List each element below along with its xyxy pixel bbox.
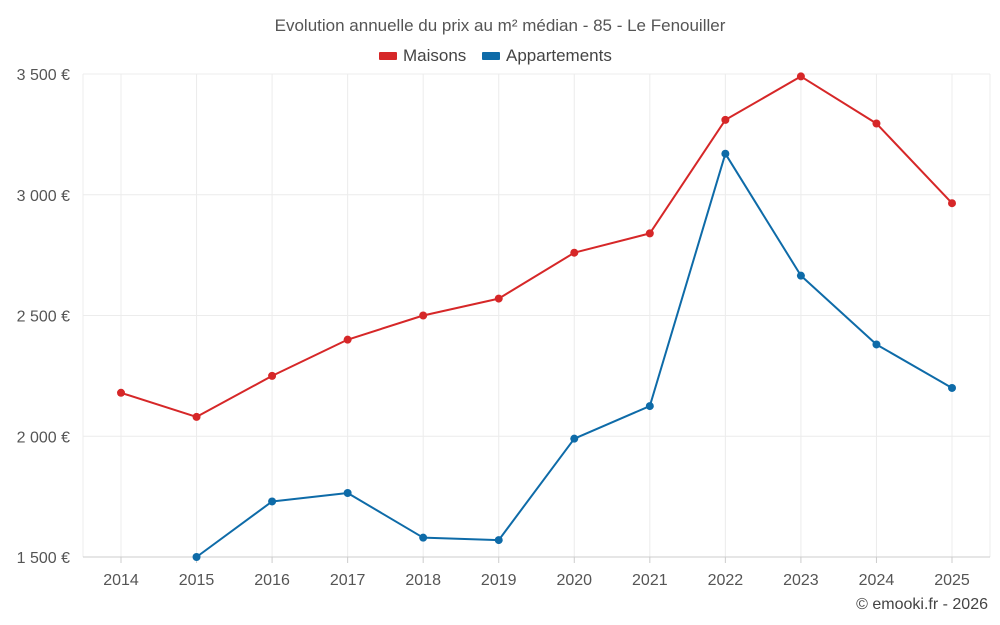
series bbox=[117, 72, 956, 561]
x-tick-label: 2017 bbox=[330, 572, 366, 589]
chart-title: Evolution annuelle du prix au m² médian … bbox=[275, 16, 726, 35]
data-point-appartements-2024[interactable] bbox=[872, 340, 881, 349]
legend-item-appartements[interactable]: Appartements bbox=[482, 46, 612, 65]
legend: Maisons Appartements bbox=[379, 46, 612, 65]
data-point-appartements-2020[interactable] bbox=[570, 434, 579, 443]
x-tick-label: 2022 bbox=[708, 572, 744, 589]
data-point-maisons-2021[interactable] bbox=[645, 229, 654, 238]
data-point-maisons-2025[interactable] bbox=[948, 199, 956, 208]
x-tick-label: 2020 bbox=[556, 572, 592, 589]
legend-swatch-appartements bbox=[482, 52, 500, 60]
legend-swatch-maisons bbox=[379, 52, 397, 60]
x-tick-label: 2024 bbox=[859, 572, 895, 589]
data-point-maisons-2014[interactable] bbox=[117, 388, 125, 397]
gridlines bbox=[82, 73, 991, 557]
data-point-appartements-2022[interactable] bbox=[721, 149, 730, 158]
data-point-appartements-2023[interactable] bbox=[796, 271, 805, 280]
series-line-maisons bbox=[120, 75, 953, 418]
x-tick-label: 2014 bbox=[103, 572, 139, 589]
data-point-appartements-2018[interactable] bbox=[419, 533, 428, 542]
legend-label-maisons: Maisons bbox=[403, 46, 466, 65]
x-tick-label: 2019 bbox=[481, 572, 517, 589]
x-tick-label: 2016 bbox=[254, 572, 290, 589]
legend-item-maisons[interactable]: Maisons bbox=[379, 46, 466, 65]
data-point-appartements-2015[interactable] bbox=[192, 553, 201, 561]
data-point-appartements-2019[interactable] bbox=[494, 536, 503, 545]
data-point-maisons-2023[interactable] bbox=[796, 72, 805, 81]
x-tick-label: 2015 bbox=[179, 572, 215, 589]
y-tick-label: 3 000 € bbox=[17, 188, 70, 205]
data-point-maisons-2024[interactable] bbox=[872, 119, 881, 128]
y-tick-label: 3 500 € bbox=[17, 67, 70, 84]
x-tick-label: 2018 bbox=[405, 572, 441, 589]
series-maisons bbox=[117, 72, 956, 421]
x-tick-label: 2021 bbox=[632, 572, 668, 589]
data-point-maisons-2016[interactable] bbox=[268, 371, 277, 380]
data-point-appartements-2025[interactable] bbox=[948, 383, 956, 392]
data-point-maisons-2020[interactable] bbox=[570, 248, 579, 257]
series-appartements bbox=[192, 149, 956, 561]
credit-text: © emooki.fr - 2026 bbox=[856, 596, 988, 613]
data-point-maisons-2015[interactable] bbox=[192, 412, 201, 421]
x-tick-label: 2025 bbox=[934, 572, 970, 589]
data-point-maisons-2022[interactable] bbox=[721, 115, 730, 124]
y-tick-label: 2 000 € bbox=[17, 429, 70, 446]
x-tick-label: 2023 bbox=[783, 572, 819, 589]
data-point-appartements-2021[interactable] bbox=[645, 402, 654, 411]
data-point-maisons-2018[interactable] bbox=[419, 311, 428, 320]
legend-label-appartements: Appartements bbox=[506, 46, 612, 65]
data-point-appartements-2016[interactable] bbox=[268, 497, 277, 506]
axes: 1 500 € 2 000 € 2 500 € 3 000 € 3 500 € 2014 2… bbox=[17, 67, 990, 589]
y-tick-label: 1 500 € bbox=[17, 550, 70, 567]
y-tick-label: 2 500 € bbox=[17, 309, 70, 326]
data-point-maisons-2019[interactable] bbox=[494, 294, 503, 303]
data-point-maisons-2017[interactable] bbox=[343, 335, 352, 344]
data-point-appartements-2017[interactable] bbox=[343, 489, 352, 498]
